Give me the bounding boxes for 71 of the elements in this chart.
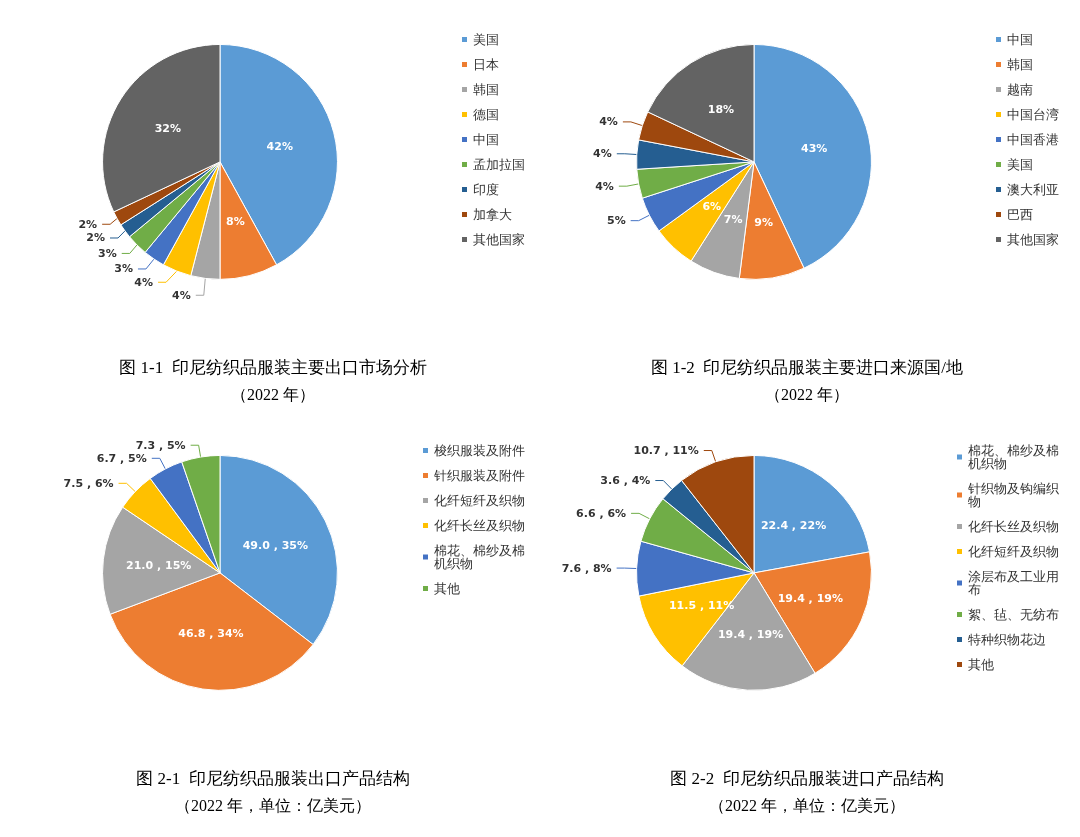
data-label: 10.7 , 11% — [633, 444, 699, 458]
data-label: 7.6 , 8% — [561, 561, 612, 575]
data-label: 3% — [98, 246, 117, 260]
legend-label: 韩国 — [473, 82, 499, 97]
legend-label: 化纤短纤及织物 — [968, 544, 1059, 559]
data-label: 22.4 , 22% — [760, 519, 827, 533]
legend-label: 巴西 — [1007, 207, 1033, 222]
legend-label: 孟加拉国 — [473, 157, 525, 172]
text: 图 1-2 印尼纺织品服装主要进口来源国/地 — [650, 358, 964, 377]
legend-label: 韩国 — [1007, 57, 1033, 72]
text: 图 2-1 印尼纺织品服装出口产品结构 — [136, 769, 410, 788]
data-label: 7.3 , 5% — [135, 438, 186, 452]
legend-label: 日本 — [473, 57, 499, 72]
data-label: 4% — [599, 115, 618, 129]
text: （2022 年，单位：亿美元） — [709, 796, 905, 814]
text: 图 1-1 印尼纺织品服装主要出口市场分析 — [119, 358, 427, 377]
legend-label: 絮、毡、无纺布 — [968, 607, 1059, 622]
legend-label: 梭织服装及附件 — [434, 443, 525, 458]
legend-label: 美国 — [1007, 157, 1033, 172]
data-label: 32% — [154, 122, 182, 136]
data-label: 9% — [754, 216, 773, 230]
legend-label: 化纤短纤及织物 — [434, 493, 525, 508]
legend-label: 中国台湾 — [1007, 107, 1059, 122]
data-label: 6.6 , 6% — [576, 506, 627, 520]
data-label: 4% — [172, 288, 191, 302]
legend-label: 中国香港 — [1007, 132, 1059, 147]
legend-label: 针织物及钩编织物 — [967, 481, 1059, 509]
data-label: 21.0 , 15% — [126, 559, 192, 573]
data-label: 7% — [723, 213, 743, 227]
legend-label: 其他 — [434, 581, 460, 596]
legend-label: 特种织物花边 — [968, 632, 1046, 647]
text: （2022 年） — [231, 385, 315, 403]
data-label: 49.0 , 35% — [242, 539, 309, 553]
legend-label: 针织服装及附件 — [433, 468, 525, 483]
data-label: 43% — [801, 141, 828, 155]
data-label: 3.6 , 4% — [600, 474, 651, 488]
data-label: 4% — [593, 147, 612, 161]
data-label: 4% — [595, 179, 614, 193]
data-label: 3% — [114, 262, 133, 276]
data-label: 6% — [702, 200, 722, 214]
legend-label: 其他 — [968, 657, 994, 672]
legend-label: 其他国家 — [473, 232, 525, 247]
data-label: 6.7 , 5% — [96, 451, 147, 465]
legend-label: 化纤长丝及织物 — [434, 518, 525, 533]
legend-label: 澳大利亚 — [1007, 182, 1059, 197]
data-label: 42% — [266, 140, 293, 154]
data-label: 19.4 , 19% — [777, 591, 843, 605]
data-label: 8% — [226, 215, 245, 229]
legend-label: 印度 — [473, 182, 499, 197]
legend-label: 其他国家 — [1007, 232, 1059, 247]
data-label: 4% — [134, 275, 154, 289]
legend-label: 涂层布及工业用布 — [968, 569, 1059, 597]
legend-label: 越南 — [1007, 82, 1033, 97]
legend-label: 化纤长丝及织物 — [968, 519, 1059, 534]
data-label: 5% — [606, 214, 626, 228]
legend-label: 棉花、棉纱及棉机织物 — [434, 543, 525, 571]
legend-label: 中国 — [473, 132, 499, 147]
data-label: 7.5 , 6% — [63, 476, 114, 490]
legend-label: 美国 — [473, 32, 499, 47]
legend-label: 德国 — [473, 107, 499, 122]
text: （2022 年，单位：亿美元） — [175, 796, 371, 814]
data-label: 46.8 , 34% — [178, 627, 244, 641]
text: 图 2-2 印尼纺织品服装进口产品结构 — [670, 769, 944, 788]
legend-label: 棉花、棉纱及棉机织物 — [968, 443, 1059, 471]
data-label: 2% — [78, 217, 98, 231]
legend-label: 中国 — [1007, 32, 1033, 47]
data-label: 19.4 , 19% — [717, 628, 784, 642]
data-label: 18% — [707, 103, 735, 117]
data-label: 2% — [86, 231, 105, 245]
text: （2022 年） — [765, 385, 849, 403]
legend-label: 加拿大 — [473, 207, 512, 222]
